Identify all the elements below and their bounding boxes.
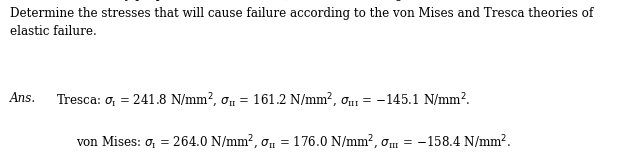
Text: elastic failure.: elastic failure. bbox=[10, 25, 96, 38]
Text: Tresca: $\sigma_\mathregular{I}$ = 241.8 N/mm$^2$, $\sigma_\mathregular{II}$ = 1: Tresca: $\sigma_\mathregular{I}$ = 241.8… bbox=[55, 92, 470, 110]
Text: von Mises: $\sigma_\mathregular{I}$ = 264.0 N/mm$^2$, $\sigma_\mathregular{II}$ : von Mises: $\sigma_\mathregular{I}$ = 26… bbox=[77, 134, 511, 152]
Text: stresses in mutually perpendicular directions, the stresses being in the ratio 3: stresses in mutually perpendicular direc… bbox=[10, 0, 548, 1]
Text: Determine the stresses that will cause failure according to the von Mises and Tr: Determine the stresses that will cause f… bbox=[10, 7, 593, 20]
Text: Ans.: Ans. bbox=[10, 92, 36, 105]
